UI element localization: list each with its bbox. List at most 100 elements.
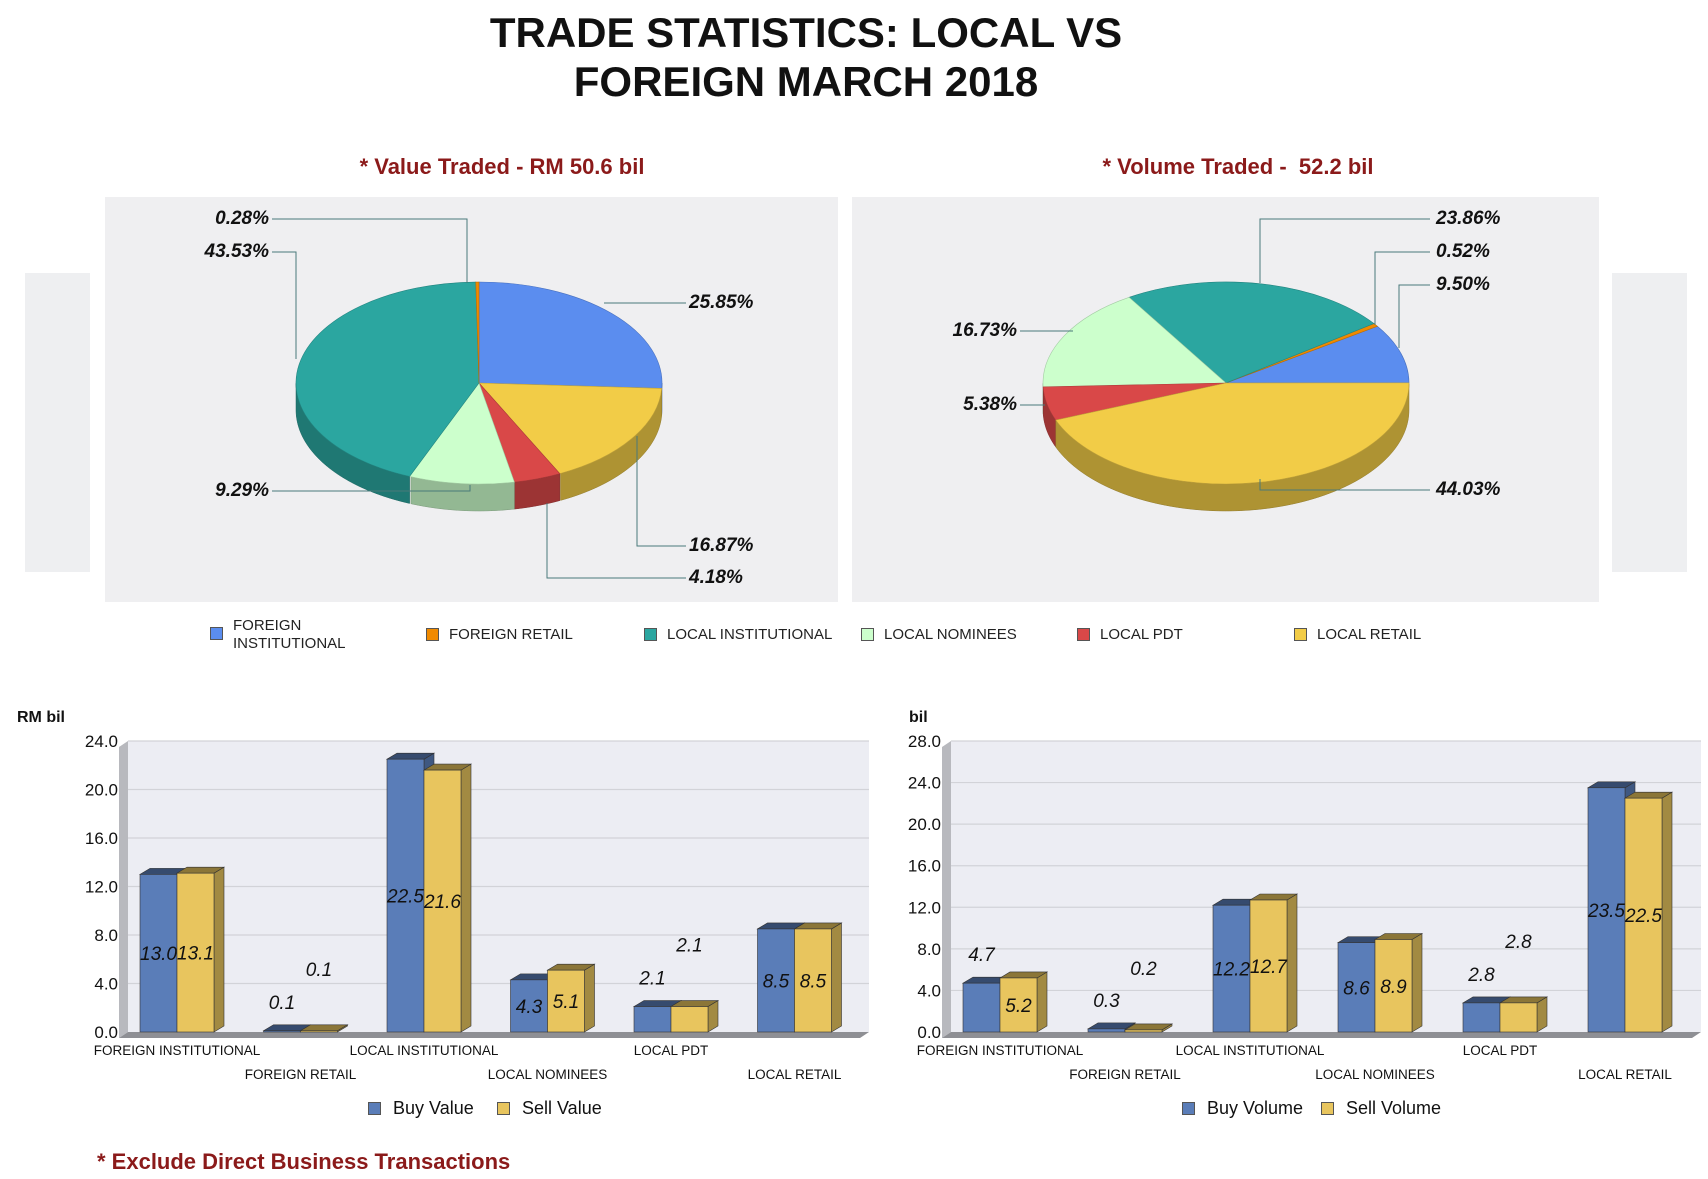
pie-percent-label: 9.29%	[215, 480, 269, 501]
bar-buy	[1212, 904, 1251, 1033]
bar-value-label: 13.0	[140, 944, 177, 965]
bar-legend-item: Buy Volume	[1182, 1098, 1303, 1119]
bar-value-label: 0.1	[306, 960, 332, 981]
legend-label: LOCAL PDT	[1100, 626, 1183, 643]
pie-legend-item: LOCAL PDT	[1077, 626, 1183, 644]
bar-legend-item: Sell Value	[497, 1098, 602, 1119]
bar-value-label: 2.8	[1504, 932, 1532, 953]
legend-swatch	[1294, 628, 1307, 641]
bar-value-label: 12.2	[1213, 960, 1250, 981]
y-tick-label: 16.0	[908, 857, 941, 876]
category-label: LOCAL INSTITUTIONAL	[350, 1043, 499, 1058]
pie-legend-item: FOREIGN RETAIL	[426, 626, 573, 644]
y-tick-label: 4.0	[94, 975, 118, 994]
bar-value-label: 23.5	[1587, 901, 1625, 922]
plot-floor	[119, 1032, 869, 1038]
plot-side-wall	[119, 741, 128, 1038]
category-label: LOCAL INSTITUTIONAL	[1176, 1043, 1325, 1058]
category-label: FOREIGN INSTITUTIONAL	[94, 1043, 261, 1058]
pie-chart-value: 25.85% 16.87% 4.18% 9.29% 43.53% 0.28%	[204, 208, 754, 588]
bar-sell	[176, 872, 215, 1033]
pie-slice-local-institutional	[295, 281, 480, 477]
category-label: LOCAL NOMINEES	[488, 1067, 608, 1082]
bar-chart-value: 0.0 4.0 8.0 12.0 16.0 20.0 24.0 RM bil 13.0 13.1 F…	[17, 709, 869, 1082]
side-panel-right	[1612, 273, 1687, 572]
pie-percent-label: 44.03%	[1435, 479, 1501, 500]
bar-value-label: 0.1	[269, 993, 295, 1014]
leader-line	[272, 251, 297, 359]
y-tick-label: 4.0	[917, 981, 941, 1000]
bar-chart-volume: 0.0 4.0 8.0 12.0 16.0 20.0 24.0 28.0 bil 4.7 5.2 FO…	[908, 709, 1701, 1082]
bar-sell	[547, 969, 585, 1033]
bar-value-label: 5.2	[1005, 996, 1032, 1017]
legend-swatch	[368, 1102, 381, 1115]
bar-side	[1411, 932, 1423, 1033]
y-axis-title: bil	[909, 709, 928, 726]
pie-legend-item: LOCAL INSTITUTIONAL	[644, 626, 832, 644]
legend-label: Buy Volume	[1207, 1098, 1304, 1118]
category-label: FOREIGN INSTITUTIONAL	[917, 1043, 1084, 1058]
y-tick-label: 20.0	[908, 815, 941, 834]
bar-value-label: 8.5	[800, 971, 827, 992]
legend-swatch	[497, 1102, 510, 1115]
leader-line	[1398, 284, 1430, 348]
y-tick-label: 12.0	[908, 898, 941, 917]
footnote: * Exclude Direct Business Transactions	[97, 1149, 511, 1174]
category-label: LOCAL RETAIL	[748, 1067, 842, 1082]
pie-percent-label: 25.85%	[688, 292, 754, 313]
legend-swatch	[426, 628, 439, 641]
bar-sell	[1374, 939, 1413, 1033]
leader-line	[636, 436, 686, 547]
pie-slice-foreign-institutional	[478, 281, 663, 389]
bar-sell	[1124, 1029, 1163, 1033]
bar-value-label: 0.2	[1130, 959, 1157, 980]
bar-value-label: 5.1	[553, 992, 579, 1013]
bar-buy	[1462, 1002, 1501, 1033]
bar-sell	[1499, 1002, 1538, 1033]
legend-swatch	[1077, 628, 1090, 641]
bar-value-label: 8.5	[763, 971, 790, 992]
legend-label: LOCAL RETAIL	[1317, 626, 1422, 643]
pie-chart-volume: 9.50% 0.52% 23.86% 16.73% 5.38% 44.03%	[953, 208, 1501, 512]
legend-label: Buy Value	[393, 1098, 474, 1118]
legend-label: FOREIGN RETAIL	[449, 626, 573, 643]
bar-value-label: 8.9	[1380, 977, 1407, 998]
bar-value-label: 2.1	[638, 969, 665, 990]
pie-legend-item: FOREIGN INSTITUTIONAL	[210, 617, 353, 653]
bar-value-label: 4.7	[968, 945, 996, 966]
legend-swatch	[644, 628, 657, 641]
y-tick-label: 28.0	[908, 732, 941, 751]
pie-percent-label: 23.86%	[1435, 208, 1501, 229]
bar-side	[584, 963, 595, 1033]
plot-floor	[942, 1032, 1701, 1038]
pie-legend-item: LOCAL NOMINEES	[861, 626, 1017, 644]
pie-slice-local-retail	[478, 382, 663, 474]
category-label: FOREIGN RETAIL	[245, 1067, 357, 1082]
y-tick-label: 24.0	[908, 774, 941, 793]
bar-value-label: 0.3	[1093, 991, 1120, 1012]
bar-value-label: 21.6	[423, 892, 461, 913]
y-tick-label: 8.0	[94, 926, 118, 945]
bar-buy	[633, 1006, 672, 1033]
side-panel-left	[25, 273, 90, 572]
bar-sell	[1249, 899, 1288, 1033]
volume-pie-title: * Volume Traded - 52.2 bil	[1102, 154, 1374, 179]
category-label: LOCAL PDT	[1463, 1043, 1538, 1058]
bar-sell	[423, 769, 462, 1033]
bar-sell	[1624, 797, 1663, 1033]
bar-value-label: 2.1	[675, 936, 702, 957]
pie-percent-label: 16.73%	[953, 320, 1018, 341]
bar-legend-item: Sell Volume	[1321, 1098, 1441, 1119]
y-tick-label: 16.0	[85, 829, 118, 848]
y-tick-label: 20.0	[85, 781, 118, 800]
bar-buy	[263, 1030, 301, 1033]
legend-label: FOREIGN INSTITUTIONAL	[233, 617, 346, 652]
bar-buy	[1087, 1028, 1126, 1033]
bar-value-label: 4.3	[516, 997, 543, 1018]
legend-swatch	[210, 627, 223, 640]
bar-legend-item: Buy Value	[368, 1098, 474, 1119]
title-line-1: TRADE STATISTICS: LOCAL VS	[489, 9, 1123, 56]
pie-percent-label: 9.50%	[1436, 274, 1490, 295]
legend-label: LOCAL NOMINEES	[884, 626, 1017, 643]
